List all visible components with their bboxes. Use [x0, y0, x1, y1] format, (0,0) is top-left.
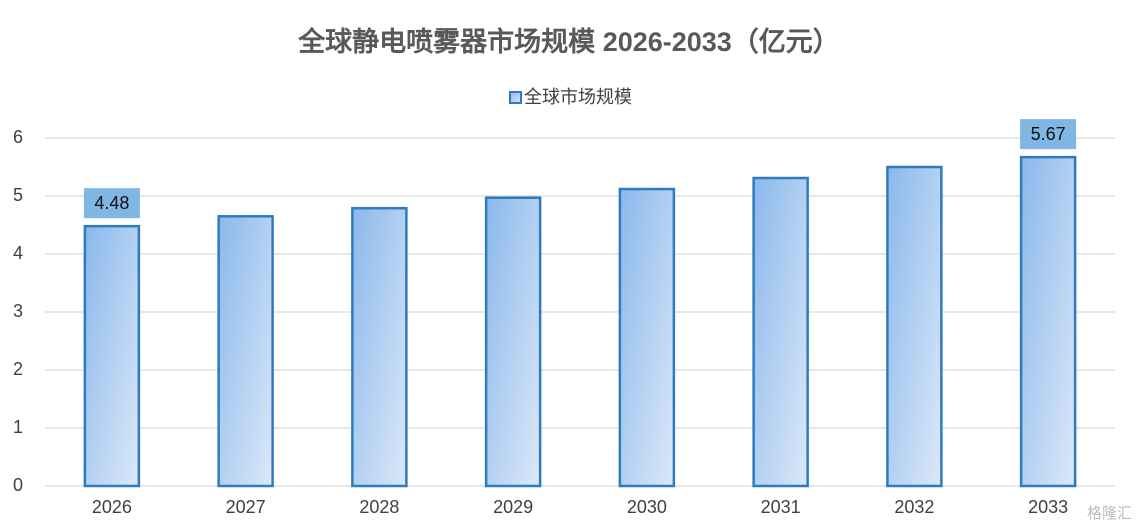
- y-tick-label: 0: [13, 475, 23, 495]
- bar: [752, 176, 809, 488]
- x-tick-label: 2030: [627, 497, 667, 517]
- data-label-box: [83, 188, 140, 219]
- bar: [351, 206, 408, 488]
- y-tick-label: 2: [13, 359, 23, 379]
- x-tick-label: 2032: [894, 497, 934, 517]
- legend: [509, 91, 522, 104]
- x-tick-label: 2026: [92, 497, 132, 517]
- x-tick-label: 2027: [226, 497, 266, 517]
- x-tick-label: 2028: [359, 497, 399, 517]
- x-tick-label: 2029: [493, 497, 533, 517]
- bar: [217, 215, 274, 488]
- legend-label: 全球市场规模: [524, 87, 632, 107]
- data-label-box: [1020, 119, 1077, 150]
- y-tick-label: 5: [13, 185, 23, 205]
- data-label: 4.48: [94, 193, 129, 213]
- x-tick-label: 2033: [1028, 497, 1068, 517]
- legend-swatch: [509, 91, 522, 104]
- y-tick-label: 3: [13, 301, 23, 321]
- bar: [1019, 155, 1077, 488]
- data-label: 5.67: [1031, 124, 1066, 144]
- x-tick-label: 2031: [761, 497, 801, 517]
- bar: [618, 187, 676, 488]
- watermark: 格隆汇: [1087, 505, 1132, 522]
- bar: [83, 224, 141, 488]
- y-tick-label: 1: [13, 417, 23, 437]
- bar: [886, 165, 943, 488]
- y-tick-label: 4: [13, 243, 23, 263]
- bar: [484, 196, 542, 488]
- y-tick-label: 6: [13, 127, 23, 147]
- chart-title: 全球静电喷雾器市场规模 2026-2033（亿元）: [297, 26, 840, 57]
